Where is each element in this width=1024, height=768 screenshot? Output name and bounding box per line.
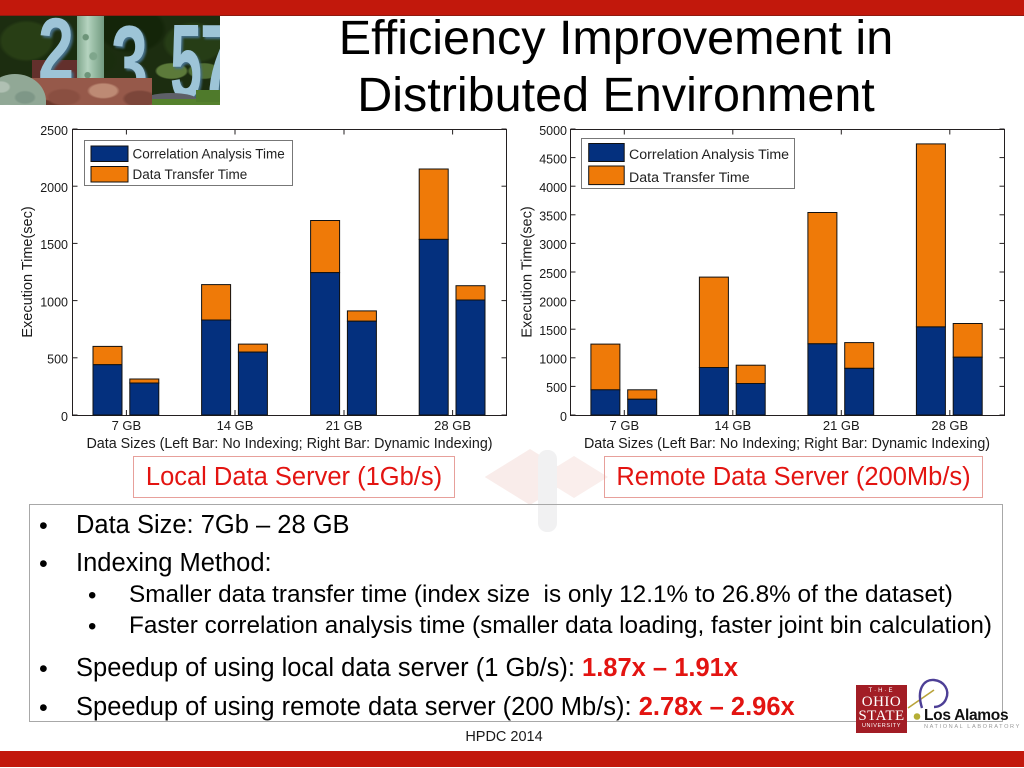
svg-text:14 GB: 14 GB [714, 418, 751, 433]
svg-text:1000: 1000 [40, 295, 68, 309]
svg-text:2000: 2000 [539, 295, 567, 309]
svg-text:4500: 4500 [539, 152, 567, 166]
svg-text:Data Sizes (Left Bar: No Index: Data Sizes (Left Bar: No Indexing; Right… [584, 436, 990, 452]
svg-text:Correlation Analysis Time: Correlation Analysis Time [629, 147, 789, 163]
svg-text:7 GB: 7 GB [112, 418, 142, 433]
svg-text:28 GB: 28 GB [931, 418, 968, 433]
svg-text:3000: 3000 [539, 238, 567, 252]
svg-text:5000: 5000 [539, 124, 567, 138]
svg-text:Execution Time(sec): Execution Time(sec) [520, 206, 536, 337]
svg-text:1500: 1500 [40, 238, 68, 252]
svg-text:1500: 1500 [539, 324, 567, 338]
svg-text:0: 0 [61, 410, 68, 424]
svg-text:2500: 2500 [40, 124, 68, 138]
svg-text:21 GB: 21 GB [326, 418, 363, 433]
svg-text:1000: 1000 [539, 353, 567, 367]
svg-text:Data Sizes (Left Bar: No Index: Data Sizes (Left Bar: No Indexing; Right… [86, 436, 492, 452]
svg-text:14 GB: 14 GB [217, 418, 254, 433]
svg-text:2500: 2500 [539, 267, 567, 281]
svg-text:21 GB: 21 GB [823, 418, 860, 433]
svg-text:2000: 2000 [40, 181, 68, 195]
svg-text:Execution Time(sec): Execution Time(sec) [20, 206, 36, 337]
svg-text:Data Transfer Time: Data Transfer Time [133, 167, 248, 182]
svg-text:500: 500 [47, 353, 68, 367]
svg-text:Data Transfer Time: Data Transfer Time [629, 170, 750, 186]
svg-text:28 GB: 28 GB [434, 418, 471, 433]
svg-text:0: 0 [560, 410, 567, 424]
svg-text:500: 500 [546, 381, 567, 395]
svg-text:7 GB: 7 GB [609, 418, 639, 433]
svg-text:4000: 4000 [539, 181, 567, 195]
svg-text:Correlation Analysis Time: Correlation Analysis Time [133, 147, 285, 162]
svg-text:3500: 3500 [539, 210, 567, 224]
